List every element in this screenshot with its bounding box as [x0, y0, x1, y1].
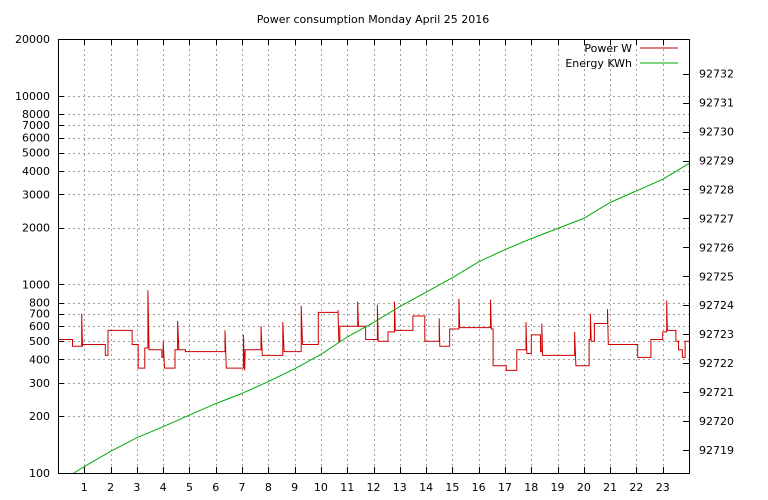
y-tick-label: 10000: [15, 90, 50, 103]
x-tick-label: 1: [81, 481, 88, 494]
y-tick-label: 5000: [22, 147, 50, 160]
x-tick-label: 8: [265, 481, 272, 494]
x-tick-label: 7: [239, 481, 246, 494]
y-tick-label: 2000: [22, 222, 50, 235]
x-tick-label: 5: [186, 481, 193, 494]
x-tick-label: 2: [107, 481, 114, 494]
y-tick-label: 6000: [22, 132, 50, 145]
y-tick-label: 200: [29, 410, 50, 423]
series-layer: [58, 162, 690, 474]
energy-line: [73, 162, 690, 474]
x-tick-label: 18: [524, 481, 538, 494]
y-tick-label: 400: [29, 353, 50, 366]
power-line: [58, 290, 689, 371]
x-tick-label: 20: [577, 481, 591, 494]
x-tick-label: 3: [133, 481, 140, 494]
legend: Power W Energy KWh: [565, 42, 678, 70]
y-tick-label: 7000: [22, 119, 50, 132]
y2-tick-label: 92729: [699, 155, 734, 168]
x-tick-label: 13: [393, 481, 407, 494]
grid: [58, 39, 689, 473]
y2-tick-label: 92721: [699, 386, 734, 399]
y2-tick-label: 92722: [699, 357, 734, 370]
x-tick-label: 23: [656, 481, 670, 494]
x-tick-label: 14: [419, 481, 433, 494]
y2-tick-label: 92720: [699, 415, 734, 428]
y-tick-label: 8000: [22, 108, 50, 121]
x-tick-label: 21: [603, 481, 617, 494]
x-tick-label: 15: [445, 481, 459, 494]
y2-tick-label: 92730: [699, 126, 734, 139]
y-tick-label: 100: [29, 467, 50, 480]
legend-label: Energy KWh: [565, 57, 632, 70]
y2-tick-label: 92724: [699, 299, 734, 312]
y2-tick-label: 92726: [699, 241, 734, 254]
x-tick-label: 10: [314, 481, 328, 494]
y-tick-label: 300: [29, 377, 50, 390]
y2-axis-ticks: 92719 92720 92721 92722 92723 92724 92725 92726…: [683, 68, 734, 457]
y2-tick-label: 92732: [699, 68, 734, 81]
y-tick-label: 4000: [22, 165, 50, 178]
y2-tick-label: 92723: [699, 328, 734, 341]
y-tick-label: 600: [29, 320, 50, 333]
x-tick-label: 12: [367, 481, 381, 494]
x-axis-ticks: 1 2 3 4 5 6 7 8 9 10 11 12 13 14 15 16 17 18 19 20 21 22 23: [81, 39, 670, 494]
legend-label: Power W: [584, 42, 632, 55]
x-tick-label: 4: [160, 481, 167, 494]
x-tick-label: 6: [212, 481, 219, 494]
y2-tick-label: 92719: [699, 444, 734, 457]
y-tick-label: 1000: [22, 278, 50, 291]
x-tick-label: 22: [629, 481, 643, 494]
x-tick-label: 16: [472, 481, 486, 494]
y2-tick-label: 92728: [699, 183, 734, 196]
x-tick-label: 17: [498, 481, 512, 494]
x-tick-label: 9: [291, 481, 298, 494]
y-tick-label: 800: [29, 297, 50, 310]
y-tick-label: 20000: [15, 33, 50, 46]
x-tick-label: 11: [340, 481, 354, 494]
y-tick-label: 700: [29, 308, 50, 321]
y2-tick-label: 92725: [699, 270, 734, 283]
y-tick-label: 500: [29, 335, 50, 348]
y2-tick-label: 92727: [699, 212, 734, 225]
chart-title: Power consumption Monday April 25 2016: [257, 13, 490, 26]
y-tick-label: 3000: [22, 188, 50, 201]
y2-tick-label: 92731: [699, 97, 734, 110]
x-tick-label: 19: [551, 481, 565, 494]
